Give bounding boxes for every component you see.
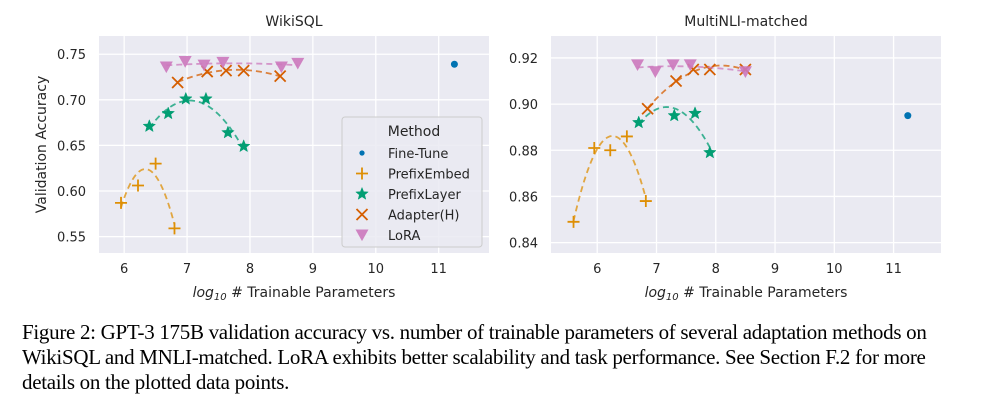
- data-point-adapter-h: [274, 69, 287, 83]
- data-point-fine-tune: [904, 112, 912, 120]
- data-point-lora: [216, 56, 230, 69]
- legend-label-prefixembed: PrefixEmbed: [388, 168, 470, 183]
- x-axis-label: log10 # Trainable Parameters: [645, 285, 848, 303]
- y-tick-label: 0.65: [57, 139, 86, 154]
- data-point-lora: [291, 57, 305, 70]
- fit-curve-adapter-h: [646, 64, 746, 109]
- fit-curve-prefixembed: [120, 168, 176, 225]
- x-axis-label: log10 # Trainable Parameters: [193, 285, 396, 303]
- x-tick-label: 6: [593, 262, 601, 277]
- data-point-prefixembed: [149, 157, 162, 170]
- data-point-prefixlayer: [631, 115, 646, 129]
- legend-box: [341, 116, 483, 248]
- legend-marker-lora: [355, 229, 369, 242]
- y-tick-label: 0.60: [57, 185, 86, 200]
- x-tick-label: 8: [712, 262, 720, 277]
- figure-caption: Figure 2: GPT-3 175B validation accuracy…: [22, 320, 927, 394]
- data-point-lora: [274, 61, 288, 74]
- y-tick-label: 0.84: [509, 237, 538, 252]
- data-point-adapter-h: [703, 63, 716, 76]
- y-tick-label: 0.88: [509, 144, 538, 159]
- data-point-prefixembed: [639, 195, 652, 208]
- series-prefixlayer: [631, 106, 717, 159]
- y-axis-label: Validation Accuracy: [34, 76, 50, 214]
- data-point-adapter-h: [237, 64, 250, 77]
- fit-curve-prefixlayer: [638, 106, 711, 148]
- series-lora: [159, 56, 305, 74]
- fit-curve-lora: [166, 62, 298, 67]
- x-tick-label: 10: [368, 262, 385, 277]
- legend-marker-adapter-h: [355, 208, 369, 221]
- legend-title: Method: [388, 124, 441, 140]
- fit-curve-adapter-h: [177, 68, 281, 83]
- legend-marker-fine-tune: [359, 150, 365, 156]
- legend-label-adapter-h: Adapter(H): [388, 209, 460, 224]
- data-point-prefixembed: [132, 179, 144, 192]
- data-point-prefixlayer: [142, 119, 157, 133]
- legend-label-lora: LoRA: [388, 229, 420, 244]
- data-point-adapter-h: [641, 102, 654, 115]
- fit-curve-prefixembed: [572, 135, 647, 222]
- x-tick-label: 11: [430, 262, 447, 277]
- data-point-lora: [738, 66, 752, 78]
- legend-label-prefixlayer: PrefixLayer: [388, 188, 461, 203]
- series-fine-tune: [450, 60, 458, 68]
- legend-marker-prefixembed: [356, 167, 368, 180]
- data-point-prefixlayer: [178, 91, 193, 105]
- data-point-lora: [683, 59, 697, 72]
- data-point-prefixembed: [567, 215, 580, 228]
- series-prefixlayer: [142, 91, 251, 153]
- data-point-lora: [178, 56, 192, 68]
- chart-title: MultiNLI-matched: [684, 14, 807, 30]
- data-point-adapter-h: [171, 76, 184, 89]
- data-point-prefixlayer: [221, 125, 235, 139]
- data-point-prefixlayer: [161, 106, 176, 120]
- data-point-prefixlayer: [236, 139, 251, 153]
- chart-multinli-matched: 6 7 8 9 10 11 0.84 0.86 0.88 0.90 0.92 MultiNLI-mat…: [509, 14, 941, 303]
- x-tick-label: 9: [309, 262, 317, 277]
- x-tick-label: 8: [246, 262, 254, 277]
- y-tick-label: 0.70: [57, 94, 86, 109]
- x-tick-label: 7: [183, 262, 191, 277]
- data-point-lora: [666, 59, 680, 72]
- legend-label-fine-tune: Fine-Tune: [388, 147, 448, 162]
- x-tick-label: 7: [652, 262, 660, 277]
- figure: 6 7 8 9 10 11 0.55 0.60 0.65 0.70 0.75 WikiSQL log10…: [34, 14, 941, 303]
- x-tick-label: 6: [120, 262, 128, 277]
- y-tick-label: 0.55: [57, 231, 86, 246]
- data-point-prefixlayer: [688, 106, 702, 120]
- chart-wikisql: 6 7 8 9 10 11 0.55 0.60 0.65 0.70 0.75 WikiSQL log10…: [34, 14, 489, 303]
- data-point-prefixembed: [168, 222, 181, 235]
- data-point-prefixembed: [620, 130, 633, 143]
- y-tick-label: 0.90: [509, 98, 538, 113]
- data-point-prefixlayer: [199, 91, 213, 105]
- data-point-lora: [197, 59, 211, 72]
- fit-curve-prefixlayer: [148, 99, 245, 150]
- data-point-lora: [631, 59, 645, 72]
- data-point-lora: [159, 61, 173, 74]
- data-point-lora: [648, 66, 662, 78]
- chart-title: WikiSQL: [265, 14, 322, 30]
- y-tick-label: 0.86: [509, 190, 538, 205]
- legend-marker-prefixlayer: [355, 186, 369, 200]
- legend: Method Fine-Tune PrefixEmbed PrefixLayer Ada…: [341, 116, 483, 248]
- data-point-prefixembed: [115, 196, 128, 209]
- data-point-fine-tune: [450, 60, 458, 68]
- series-fine-tune: [904, 112, 912, 120]
- x-tick-label: 10: [826, 262, 843, 277]
- series-adapter-h: [641, 63, 752, 115]
- data-point-prefixembed: [588, 141, 601, 154]
- y-tick-label: 0.92: [509, 52, 538, 67]
- data-point-adapter-h: [669, 74, 683, 88]
- data-point-prefixlayer: [703, 145, 717, 159]
- series-prefixembed: [115, 157, 181, 235]
- y-tick-label: 0.75: [57, 48, 86, 63]
- x-tick-label: 11: [885, 262, 902, 277]
- data-point-prefixlayer: [667, 108, 682, 122]
- series-lora: [631, 59, 752, 78]
- data-point-prefixembed: [604, 144, 617, 157]
- series-prefixembed: [567, 130, 652, 228]
- x-tick-label: 9: [771, 262, 779, 277]
